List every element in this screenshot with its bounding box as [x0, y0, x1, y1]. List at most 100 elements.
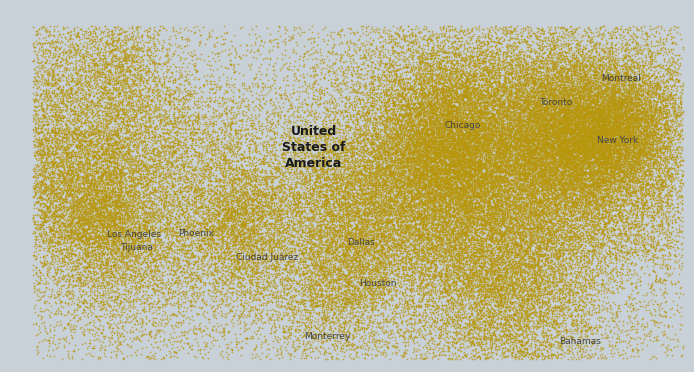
Point: [493, 164, 504, 170]
Point: [362, 109, 373, 115]
Point: [341, 189, 353, 195]
Point: [584, 182, 595, 188]
Point: [438, 159, 449, 165]
Point: [226, 143, 237, 149]
Point: [465, 322, 476, 328]
Point: [648, 138, 659, 144]
Point: [482, 121, 493, 126]
Point: [134, 177, 145, 183]
Point: [196, 177, 207, 183]
Point: [632, 326, 643, 332]
Point: [408, 169, 419, 175]
Point: [561, 139, 573, 145]
Point: [520, 129, 532, 135]
Point: [98, 221, 109, 227]
Point: [525, 120, 536, 126]
Point: [145, 69, 156, 75]
Point: [86, 203, 97, 209]
Point: [493, 71, 505, 77]
Point: [511, 307, 523, 313]
Point: [246, 177, 257, 183]
Point: [422, 184, 433, 190]
Point: [179, 247, 190, 253]
Point: [638, 150, 649, 155]
Point: [538, 90, 549, 96]
Point: [636, 72, 648, 78]
Point: [235, 186, 246, 192]
Point: [200, 111, 211, 117]
Point: [137, 199, 149, 205]
Point: [618, 145, 629, 151]
Point: [494, 154, 505, 160]
Point: [428, 201, 439, 206]
Point: [378, 230, 389, 236]
Point: [72, 145, 83, 151]
Point: [342, 223, 353, 229]
Point: [648, 150, 659, 156]
Point: [524, 107, 535, 113]
Point: [582, 118, 593, 124]
Point: [517, 156, 528, 162]
Point: [482, 125, 493, 131]
Point: [314, 101, 325, 107]
Point: [278, 147, 289, 153]
Point: [334, 203, 345, 209]
Point: [462, 155, 473, 161]
Point: [521, 108, 532, 114]
Point: [428, 83, 439, 89]
Point: [562, 173, 573, 179]
Point: [528, 180, 539, 186]
Point: [113, 36, 124, 42]
Point: [632, 119, 643, 125]
Point: [500, 230, 511, 236]
Point: [384, 118, 396, 124]
Point: [618, 70, 629, 76]
Point: [502, 224, 514, 230]
Point: [87, 223, 99, 229]
Point: [135, 39, 146, 45]
Point: [619, 82, 630, 88]
Point: [130, 191, 142, 197]
Point: [570, 142, 582, 148]
Point: [369, 260, 380, 266]
Point: [459, 144, 470, 150]
Point: [598, 290, 609, 296]
Point: [194, 120, 205, 126]
Point: [117, 171, 128, 177]
Point: [455, 161, 466, 167]
Point: [510, 61, 521, 67]
Point: [475, 187, 486, 193]
Point: [119, 72, 130, 78]
Point: [560, 155, 571, 161]
Point: [573, 87, 584, 93]
Point: [571, 81, 582, 87]
Point: [567, 252, 578, 258]
Point: [476, 174, 487, 180]
Point: [460, 73, 471, 79]
Point: [421, 131, 432, 137]
Point: [83, 206, 94, 212]
Point: [308, 138, 319, 144]
Point: [353, 261, 364, 267]
Point: [536, 237, 548, 243]
Point: [375, 167, 386, 173]
Point: [601, 157, 612, 163]
Point: [584, 145, 595, 151]
Point: [506, 141, 517, 147]
Point: [552, 307, 563, 313]
Point: [652, 49, 663, 55]
Point: [518, 122, 530, 128]
Point: [414, 181, 425, 187]
Point: [458, 94, 469, 100]
Point: [443, 138, 454, 144]
Point: [65, 203, 76, 209]
Point: [78, 219, 89, 225]
Point: [516, 294, 527, 299]
Point: [542, 143, 553, 149]
Point: [326, 272, 337, 278]
Point: [608, 155, 619, 161]
Point: [598, 89, 609, 95]
Point: [395, 93, 406, 99]
Point: [87, 198, 99, 204]
Point: [557, 115, 568, 121]
